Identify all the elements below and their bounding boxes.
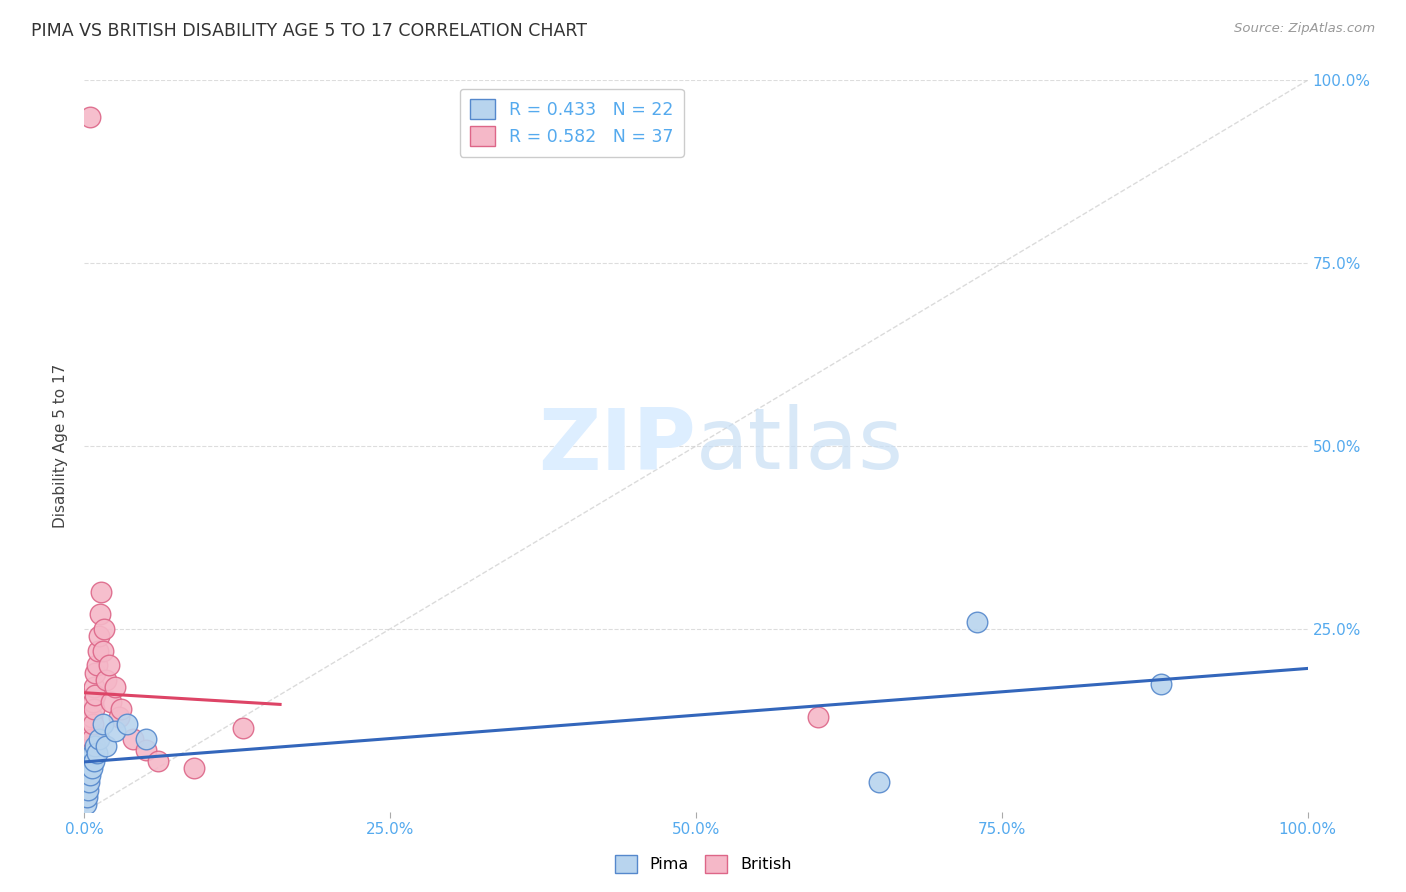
Point: [77, 739, 100, 753]
Point: [110, 702, 132, 716]
Point: [96, 739, 118, 753]
Point: [76, 775, 98, 789]
Point: [135, 742, 157, 756]
Point: [115, 717, 138, 731]
Text: PIMA VS BRITISH DISABILITY AGE 5 TO 17 CORRELATION CHART: PIMA VS BRITISH DISABILITY AGE 5 TO 17 C…: [31, 22, 586, 40]
Point: [232, 721, 254, 735]
Point: [97, 658, 120, 673]
Text: ZIP: ZIP: [538, 404, 696, 488]
Point: [82, 746, 104, 760]
Point: [104, 681, 127, 695]
Point: [86, 658, 108, 673]
Point: [104, 724, 127, 739]
Point: [96, 673, 118, 687]
Point: [869, 775, 891, 789]
Point: [82, 695, 104, 709]
Point: [1150, 676, 1173, 690]
Point: [77, 775, 100, 789]
Point: [84, 688, 107, 702]
Point: [76, 768, 98, 782]
Point: [75, 790, 97, 805]
Point: [90, 585, 112, 599]
Point: [966, 615, 988, 629]
Point: [79, 110, 101, 124]
Point: [87, 731, 110, 746]
Point: [91, 644, 114, 658]
Point: [75, 797, 97, 812]
Point: [79, 724, 101, 739]
Point: [183, 761, 205, 775]
Point: [83, 702, 105, 716]
Point: [91, 717, 114, 731]
Point: [100, 695, 122, 709]
Point: [82, 717, 104, 731]
Point: [122, 731, 145, 746]
Point: [76, 782, 98, 797]
Text: Source: ZipAtlas.com: Source: ZipAtlas.com: [1234, 22, 1375, 36]
Point: [79, 746, 101, 760]
Point: [135, 731, 157, 746]
Point: [86, 746, 108, 760]
Point: [80, 709, 103, 723]
Point: [146, 754, 169, 768]
Point: [83, 754, 105, 768]
Point: [84, 739, 107, 753]
Point: [77, 775, 100, 789]
Point: [77, 782, 100, 797]
Point: [89, 607, 111, 622]
Point: [77, 754, 100, 768]
Point: [87, 644, 110, 658]
Point: [76, 790, 98, 805]
Point: [80, 761, 103, 775]
Point: [80, 731, 103, 746]
Point: [93, 622, 115, 636]
Point: [107, 709, 129, 723]
Point: [84, 665, 107, 680]
Legend: R = 0.433   N = 22, R = 0.582   N = 37: R = 0.433 N = 22, R = 0.582 N = 37: [460, 89, 683, 157]
Point: [77, 761, 100, 775]
Legend: Pima, British: Pima, British: [609, 848, 797, 880]
Point: [77, 754, 100, 768]
Point: [83, 681, 105, 695]
Y-axis label: Disability Age 5 to 17: Disability Age 5 to 17: [53, 364, 69, 528]
Point: [807, 709, 830, 723]
Point: [79, 768, 101, 782]
Point: [87, 629, 110, 643]
Text: atlas: atlas: [696, 404, 904, 488]
Point: [77, 761, 100, 775]
